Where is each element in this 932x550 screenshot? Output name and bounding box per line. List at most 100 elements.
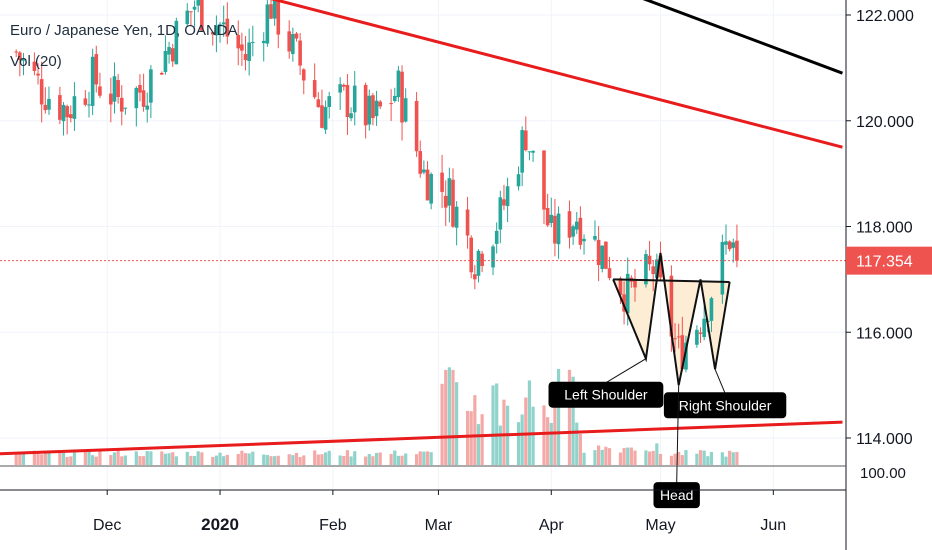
time-tick-label: Dec [93, 517, 121, 534]
candle-body [367, 95, 372, 125]
volume-bar [669, 455, 673, 465]
candle-body [556, 213, 561, 245]
candle-body [709, 298, 714, 321]
candle-body [531, 150, 535, 153]
time-tick-label: Jun [760, 517, 786, 534]
candle-body [527, 151, 532, 153]
volume-bar [345, 450, 350, 465]
candle-body [320, 105, 324, 128]
candle-body [291, 34, 295, 55]
volume-bar [404, 453, 408, 465]
volume-bar [149, 451, 153, 465]
candle-body [98, 86, 102, 96]
volume-bar [273, 456, 277, 465]
volume-bar [593, 450, 597, 465]
candle-body [265, 4, 270, 44]
volume-bar [72, 452, 77, 465]
volume-bar [607, 448, 612, 465]
candle-body [651, 266, 655, 275]
candle-body [571, 226, 575, 237]
volume-bar [262, 454, 266, 465]
volume-bar [47, 451, 51, 465]
volume-bar [65, 456, 69, 465]
legend-volume: Vol (20) [10, 53, 62, 70]
candle-body [374, 100, 379, 117]
volume-bar [480, 414, 484, 465]
candle-body [447, 178, 452, 206]
candle-body [465, 209, 470, 236]
candle-body [218, 24, 222, 27]
volume-bar [32, 450, 36, 465]
volume-bar [447, 367, 451, 465]
volume-bar [549, 422, 553, 465]
volume-bar [167, 453, 171, 465]
candle-body [167, 47, 171, 55]
candle-body [414, 100, 419, 152]
candle-body [185, 10, 190, 25]
time-tick-label: Apr [539, 517, 565, 534]
volume-bar [400, 455, 404, 465]
candle-body [389, 103, 393, 105]
candle-body [644, 254, 648, 285]
volume-bar [43, 450, 47, 465]
volume-bar [618, 452, 623, 465]
candle-body [451, 179, 455, 227]
volume-bar [163, 453, 168, 465]
volume-bar [644, 450, 648, 465]
candle-body [138, 85, 142, 93]
candles [14, 0, 739, 373]
volume-bar [502, 399, 506, 465]
volume-bar [735, 451, 739, 465]
volume-bar [349, 456, 353, 465]
price-axis-bg [846, 0, 932, 550]
volume-bar [364, 456, 368, 465]
lower-trendline [0, 420, 843, 456]
candle-body [225, 18, 230, 37]
volume-bar [251, 451, 255, 465]
candle-body [578, 217, 583, 245]
volume-bar [14, 452, 18, 465]
candle-body [342, 84, 346, 87]
volume-bar [597, 445, 601, 465]
annotation-text: Left Shoulder [564, 387, 648, 403]
candle-body [323, 106, 328, 130]
candle-body [593, 236, 597, 240]
volume-bar [94, 456, 98, 465]
volume-bar [629, 447, 633, 465]
neckline [613, 278, 730, 284]
time-tick-label: Mar [425, 517, 453, 534]
candle-body [39, 79, 44, 105]
candle-body [498, 197, 503, 230]
annotation-box [548, 381, 664, 408]
candle-body [542, 150, 546, 210]
volume-bar [556, 368, 561, 465]
candle-body [236, 35, 241, 49]
time-tick-label: 2020 [201, 515, 239, 534]
candle-body [476, 250, 481, 276]
annotation-pointer [714, 369, 726, 394]
candle-body [141, 90, 146, 107]
annotation-pointer [605, 358, 647, 384]
annotations[interactable]: Left Shoulder Right Shoulder Head [548, 358, 787, 509]
volume-bar [571, 376, 575, 465]
candle-body [473, 274, 477, 280]
channel-line [642, 0, 844, 75]
annotation-box [663, 392, 787, 419]
volume-bar [324, 452, 328, 465]
candle-body [567, 211, 572, 238]
candle-body [61, 104, 66, 122]
candle-body [443, 195, 448, 208]
volume-bar [578, 433, 582, 465]
volume-bar [21, 451, 26, 465]
candle-body [276, 0, 281, 35]
volume-bar [425, 451, 430, 465]
candle-body [596, 239, 601, 266]
volume-bar [171, 452, 175, 465]
volume-bar [61, 450, 66, 465]
candle-body [90, 56, 95, 106]
volume-bar [440, 383, 444, 465]
candle-body [294, 33, 299, 39]
candle-body [702, 318, 706, 338]
